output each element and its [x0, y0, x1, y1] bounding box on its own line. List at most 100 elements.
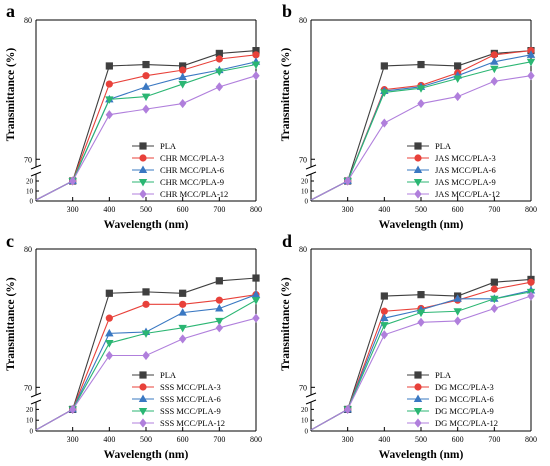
- legend-marker: [138, 394, 148, 403]
- y-axis-label: Transmittance (%): [5, 48, 17, 142]
- data-point: [490, 51, 498, 59]
- legend-marker: [138, 407, 148, 416]
- x-axis-label: Wavelength (nm): [104, 219, 189, 231]
- panel-letter: a: [6, 1, 15, 21]
- data-point: [252, 71, 260, 81]
- data-point: [105, 62, 113, 70]
- x-tick-label: 300: [67, 435, 79, 444]
- data-point: [141, 82, 151, 90]
- data-point: [490, 76, 499, 86]
- series-4: [310, 71, 535, 201]
- x-tick-label: 600: [452, 205, 464, 214]
- x-tick-label: 400: [378, 205, 390, 214]
- x-tick-label: 600: [177, 205, 189, 214]
- axis-break-line: [30, 164, 42, 170]
- legend-marker: [414, 418, 422, 428]
- y-tick-label: 20: [301, 406, 309, 414]
- x-tick-label: 300: [67, 205, 79, 214]
- data-point: [527, 291, 535, 301]
- legend-entry-label: DG MCC/PLA-6: [435, 394, 494, 404]
- legend: PLA JAS MCC/PLA-3 JAS MCC/PLA-6 JAS MCC/PLA…: [407, 141, 500, 199]
- legend-marker: [414, 383, 422, 391]
- legend-entry-label: JAS MCC/PLA-9: [435, 177, 496, 187]
- axis-break-line: [305, 399, 317, 405]
- legend-marker: [414, 154, 422, 162]
- data-point: [142, 288, 150, 296]
- legend-entry-label: SSS MCC/PLA-9: [160, 406, 221, 416]
- y-tick-label: 0: [305, 428, 309, 436]
- legend-marker: [139, 418, 147, 428]
- x-tick-label: 500: [415, 435, 427, 444]
- legend-entry-label: DG MCC/PLA-3: [435, 382, 494, 392]
- legend-entry-label: DG MCC/PLA-9: [435, 406, 494, 416]
- data-point: [490, 303, 499, 314]
- panel-letter: d: [282, 231, 292, 251]
- data-point: [453, 316, 462, 326]
- data-point: [343, 176, 352, 186]
- legend-marker: [139, 154, 147, 162]
- y-tick-label: 20: [301, 178, 309, 186]
- legend-entry-label: CHR MCC/PLA-3: [160, 153, 224, 163]
- legend-entry-label: CHR MCC/PLA-6: [160, 165, 224, 175]
- data-point: [68, 404, 77, 414]
- x-tick-label: 600: [452, 435, 464, 444]
- y-axis-label: Transmittance (%): [280, 277, 292, 371]
- data-point: [142, 72, 150, 80]
- axis-break-mark: [305, 164, 317, 177]
- legend-marker: [139, 189, 147, 199]
- legend-entry-label: SSS MCC/PLA-3: [160, 382, 221, 392]
- data-point: [215, 55, 223, 63]
- y-tick-label: 70: [299, 155, 307, 164]
- plot-frame: [305, 248, 532, 432]
- data-point: [178, 308, 187, 316]
- x-tick-label: 400: [103, 435, 115, 444]
- y-tick-label: 70: [24, 383, 32, 392]
- data-point: [179, 300, 187, 308]
- x-tick-label: 500: [140, 205, 152, 214]
- x-tick-label: 700: [488, 435, 500, 444]
- y-tick-label: 10: [301, 188, 309, 196]
- legend-entry-label: SSS MCC/PLA-12: [160, 418, 225, 428]
- series-4: [35, 71, 260, 201]
- legend-marker: [139, 383, 147, 391]
- legend-entry-label: PLA: [435, 141, 452, 151]
- x-tick-label: 700: [488, 205, 500, 214]
- data-point: [380, 89, 389, 97]
- data-point: [453, 92, 462, 102]
- data-point: [380, 313, 389, 322]
- y-tick-label: 80: [24, 245, 32, 254]
- data-point: [380, 322, 389, 330]
- data-point: [105, 96, 114, 104]
- data-point: [526, 50, 536, 58]
- legend-marker: [138, 165, 148, 173]
- y-tick-label: 10: [301, 417, 309, 425]
- data-point: [416, 309, 426, 318]
- y-axis-label: Transmittance (%): [5, 277, 17, 371]
- data-point: [105, 340, 114, 348]
- data-point: [343, 404, 352, 414]
- x-tick-label: 600: [177, 435, 189, 444]
- data-point: [252, 313, 260, 323]
- axis-break-line: [30, 171, 42, 177]
- legend-marker: [413, 179, 423, 187]
- legend-entry-label: JAS MCC/PLA-6: [435, 165, 496, 175]
- series-1: [310, 47, 535, 201]
- data-point: [490, 57, 499, 65]
- data-point: [380, 118, 389, 128]
- y-tick-label: 70: [24, 155, 32, 164]
- legend-entry-label: DG MCC/PLA-12: [435, 418, 498, 428]
- legend-entry-label: JAS MCC/PLA-12: [435, 189, 500, 199]
- y-tick-label: 80: [299, 16, 307, 25]
- legend-entry-label: PLA: [160, 141, 177, 151]
- legend-marker: [139, 142, 147, 150]
- legend-entry-label: CHR MCC/PLA-12: [160, 189, 228, 199]
- data-point: [380, 307, 388, 315]
- data-point: [527, 278, 535, 286]
- panel-letter: b: [282, 1, 292, 21]
- data-point: [417, 317, 425, 327]
- x-tick-label: 800: [250, 435, 262, 444]
- series-line: [310, 50, 532, 201]
